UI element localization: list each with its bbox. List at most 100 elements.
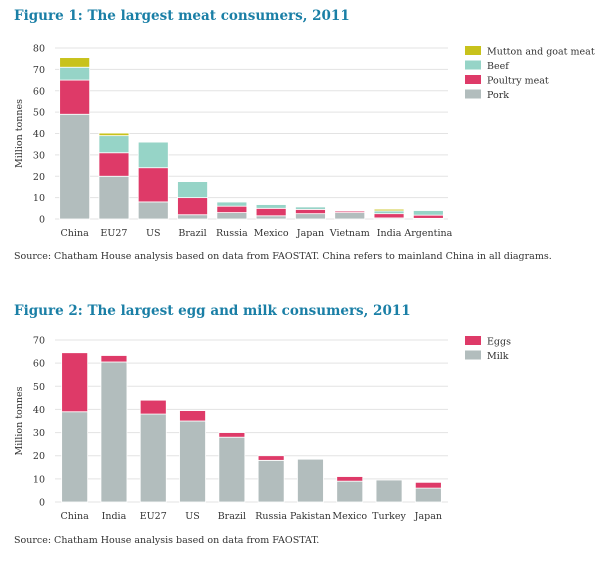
x-tick-label: US [185, 511, 200, 522]
y-tick-label: 50 [33, 108, 45, 119]
bar-segment [137, 167, 169, 203]
x-tick-label: Japan [296, 228, 324, 239]
y-axis-label: Million tonnes [14, 99, 25, 168]
y-tick-label: 80 [33, 44, 45, 55]
y-tick-label: 10 [33, 193, 45, 204]
y-axis-label: Million tonnes [14, 386, 25, 455]
legend-label: Mutton and goat meat [487, 47, 595, 58]
legend-label: Milk [487, 351, 509, 362]
legend-swatch [465, 89, 481, 99]
x-tick-label: Brazil [178, 228, 206, 239]
bar-segment [375, 479, 403, 503]
legend-label: Eggs [487, 337, 511, 348]
y-tick-label: 50 [33, 382, 45, 393]
legend-swatch [465, 350, 481, 360]
x-tick-label: EU27 [100, 228, 127, 239]
y-tick-label: 30 [33, 150, 45, 161]
x-tick-label: Argentina [403, 228, 452, 239]
x-tick-label: China [61, 228, 90, 239]
bar-segment [179, 410, 206, 422]
y-tick-label: 0 [39, 498, 45, 509]
bar-segment [61, 352, 89, 413]
bar-segment [255, 215, 287, 220]
figure-1-title: Figure 1: The largest meat consumers, 20… [14, 8, 350, 24]
bar-segment [373, 208, 405, 212]
bar-segment [257, 455, 285, 461]
bar-segment [137, 201, 169, 220]
bar-segment [336, 476, 364, 482]
bar-segment [414, 481, 442, 489]
legend-label: Beef [487, 61, 510, 72]
y-tick-label: 70 [33, 336, 45, 347]
bar-segment [179, 420, 206, 503]
bar-segment [297, 458, 324, 503]
y-tick-label: 60 [33, 86, 45, 97]
bar-segment [216, 205, 248, 213]
figure-2-chart: 0 10 20 30 40 50 60 70 Million tonnes China India E… [14, 336, 511, 523]
bar-segment [98, 175, 130, 220]
bar-segment [177, 197, 208, 216]
bar-segment [218, 436, 246, 503]
figure-2-source: Source: Chatham House analysis based on … [14, 535, 320, 546]
bar-segment [334, 212, 366, 220]
y-tick-label: 40 [33, 405, 45, 416]
bar-segment [59, 66, 91, 81]
bar-segment [218, 432, 246, 438]
x-tick-label: EU27 [140, 511, 167, 522]
bar-segment [59, 113, 91, 220]
bar-segment [61, 411, 89, 503]
legend-swatch [465, 60, 481, 70]
x-tick-label: Brazil [218, 511, 246, 522]
figure-1-source: Source: Chatham House analysis based on … [14, 251, 552, 262]
x-tick-label: Mexico [332, 511, 367, 522]
bar-segment [137, 141, 169, 169]
bar-segment [98, 135, 130, 154]
legend-swatch [465, 75, 481, 84]
bar-segment [295, 213, 326, 220]
x-tick-label: Pakistan [290, 511, 331, 522]
x-tick-label: Russia [255, 511, 287, 522]
bar-segment [412, 214, 444, 219]
bar-segment [177, 181, 208, 199]
bar-segment [139, 413, 167, 503]
bar-segment [255, 204, 287, 209]
bar-segment [98, 152, 130, 177]
bar-segment [216, 201, 248, 207]
figure-2-title: Figure 2: The largest egg and milk consu… [14, 303, 411, 319]
bar-segment [216, 212, 248, 220]
x-tick-label: China [61, 511, 90, 522]
bar-segment [59, 57, 91, 68]
y-tick-label: 20 [33, 172, 45, 183]
bar-segment [177, 214, 208, 220]
x-tick-label: India [377, 228, 402, 239]
y-tick-label: 0 [39, 215, 45, 226]
y-tick-label: 40 [33, 129, 45, 140]
bar-segment [59, 79, 91, 115]
y-tick-label: 60 [33, 359, 45, 370]
bar-segment [257, 459, 285, 503]
y-tick-label: 10 [33, 474, 45, 485]
legend-swatch [465, 46, 481, 55]
bar-segment [139, 399, 167, 415]
bar-segment [98, 132, 130, 137]
x-tick-label: US [146, 228, 161, 239]
y-tick-label: 70 [33, 65, 45, 76]
x-tick-label: Turkey [372, 511, 406, 522]
bar-segment [100, 361, 128, 503]
x-tick-label: India [102, 511, 127, 522]
y-tick-label: 20 [33, 451, 45, 462]
bar-segment [373, 210, 405, 215]
bar-segment [295, 208, 326, 215]
legend-label: Pork [487, 90, 509, 101]
bar-segment [373, 213, 405, 219]
bar-segment [414, 487, 442, 503]
legend-swatch [465, 336, 481, 345]
figure-1-chart: 0 10 20 30 40 50 60 70 80 Million tonnes China EU27… [14, 44, 595, 240]
bar-segment [336, 480, 364, 503]
x-tick-label: Russia [216, 228, 248, 239]
y-tick-label: 30 [33, 428, 45, 439]
x-tick-label: Japan [414, 511, 442, 522]
legend-label: Poultry meat [487, 76, 549, 87]
bar-segment [255, 207, 287, 217]
bar-segment [412, 210, 444, 216]
